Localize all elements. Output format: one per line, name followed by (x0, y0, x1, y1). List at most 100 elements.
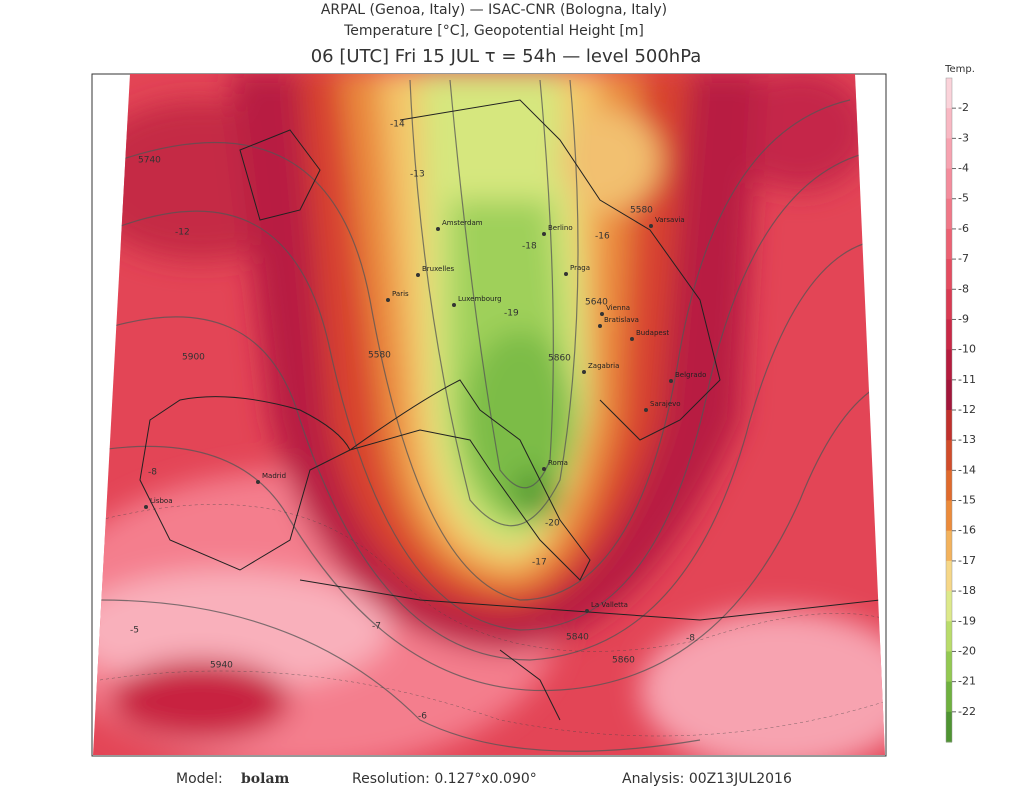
colorbar-label: -18 (958, 584, 976, 597)
city-label: Bruxelles (422, 265, 455, 273)
colorbar: Temp. -2 -3 -4 -5 -6 -7 -8 -9 -10 -11 -12 -13 -14 -15… (944, 64, 976, 743)
city-dot (452, 303, 456, 307)
colorbar-label: -17 (958, 554, 976, 567)
contour-label: -18 (522, 242, 537, 252)
footer-model-label: Model: (176, 771, 223, 787)
city-label: Zagabria (588, 362, 619, 370)
city-dot (582, 370, 586, 374)
contour-label: -19 (504, 309, 519, 319)
city-label: Bratislava (604, 316, 639, 324)
city-dot (386, 298, 390, 302)
footer-model: bolam (241, 771, 290, 787)
colorbar-band (946, 621, 952, 652)
city-dot (144, 505, 148, 509)
colorbar-label: -5 (958, 192, 969, 205)
colorbar-label: -21 (958, 675, 976, 688)
contour-label: 5580 (630, 206, 653, 216)
footer-resolution: Resolution: 0.127°x0.090° (352, 771, 537, 787)
contour-label: -6 (418, 712, 427, 722)
colorbar-label: -4 (958, 162, 969, 175)
colorbar-band (946, 500, 952, 532)
colorbar-band (946, 560, 952, 592)
colorbar-label: -3 (958, 131, 969, 144)
colorbar-label: -12 (958, 403, 976, 416)
contour-label: -16 (595, 232, 610, 242)
city-label: Madrid (262, 472, 286, 480)
colorbar-band (946, 440, 952, 471)
contour-label: -8 (148, 468, 157, 478)
city-label: Amsterdam (442, 219, 483, 227)
colorbar-label: -13 (958, 433, 976, 446)
colorbar-band (946, 591, 952, 622)
colorbar-label: -14 (958, 463, 976, 476)
colorbar-label: -16 (958, 524, 976, 537)
city-dot (256, 480, 260, 484)
colorbar-label: -8 (958, 282, 969, 295)
footer-analysis: Analysis: 00Z13JUL2016 (622, 771, 792, 787)
colorbar-label: -20 (958, 644, 976, 657)
contour-label: -7 (372, 622, 381, 632)
colorbar-label: -11 (958, 373, 976, 386)
colorbar-band (946, 711, 952, 743)
city-label: Vienna (606, 304, 630, 312)
contour-label: 5860 (612, 656, 635, 666)
contour-label: 5940 (210, 661, 233, 671)
contour-label: -8 (686, 634, 695, 644)
colorbar-band (946, 78, 952, 109)
contour-label: 5640 (585, 298, 608, 308)
city-label: Berlino (548, 224, 573, 232)
header-line: ARPAL (Genoa, Italy) — ISAC-CNR (Bologna… (321, 2, 667, 18)
colorbar-label: -7 (958, 252, 969, 265)
contour-label: 5580 (368, 351, 391, 361)
colorbar-band (946, 228, 952, 260)
city-dot (630, 337, 634, 341)
city-dot (649, 224, 653, 228)
colorbar-band (946, 651, 952, 683)
city-dot (416, 273, 420, 277)
header-line: Temperature [°C], Geopotential Height [m… (343, 23, 644, 39)
city-label: Luxembourg (458, 295, 502, 303)
colorbar-band (946, 168, 952, 200)
colorbar-label: -2 (958, 101, 969, 114)
contour-label: 5840 (566, 633, 589, 643)
colorbar-band (946, 470, 952, 502)
city-label: La Valletta (591, 601, 628, 609)
city-dot (644, 408, 648, 412)
city-label: Paris (392, 290, 409, 298)
city-dot (669, 379, 673, 383)
city-dot (436, 227, 440, 231)
colorbar-band (946, 259, 952, 290)
contour-label: -5 (130, 626, 139, 636)
contour-label: 5740 (138, 156, 161, 166)
contour-label: 5860 (548, 354, 571, 364)
colorbar-band (946, 289, 952, 320)
city-dot (542, 467, 546, 471)
city-label: Varsavia (655, 216, 685, 224)
colorbar-label: -6 (958, 222, 969, 235)
colorbar-band (946, 349, 952, 381)
colorbar-band (946, 530, 952, 562)
colorbar-band (946, 198, 952, 230)
colorbar-band (946, 108, 952, 139)
colorbar-label: -10 (958, 343, 976, 356)
city-dot (542, 232, 546, 236)
city-dot (564, 272, 568, 276)
map-field (93, 74, 885, 755)
contour-label: -17 (532, 558, 547, 568)
contour-label: -20 (545, 519, 560, 529)
colorbar-band (946, 319, 952, 351)
city-dot (598, 324, 602, 328)
colorbar-label: -22 (958, 705, 976, 718)
colorbar-band (946, 138, 952, 170)
city-label: Sarajevo (650, 400, 681, 408)
contour-label: 5900 (182, 353, 205, 363)
city-label: Roma (548, 459, 568, 467)
colorbar-band (946, 379, 952, 411)
colorbar-title: Temp. (944, 64, 975, 75)
city-label: Belgrado (675, 371, 706, 379)
city-label: Praga (570, 264, 590, 272)
colorbar-label: -15 (958, 494, 976, 507)
city-dot (600, 312, 604, 316)
contour-label: -13 (410, 170, 425, 180)
city-label: Lisboa (150, 497, 173, 505)
